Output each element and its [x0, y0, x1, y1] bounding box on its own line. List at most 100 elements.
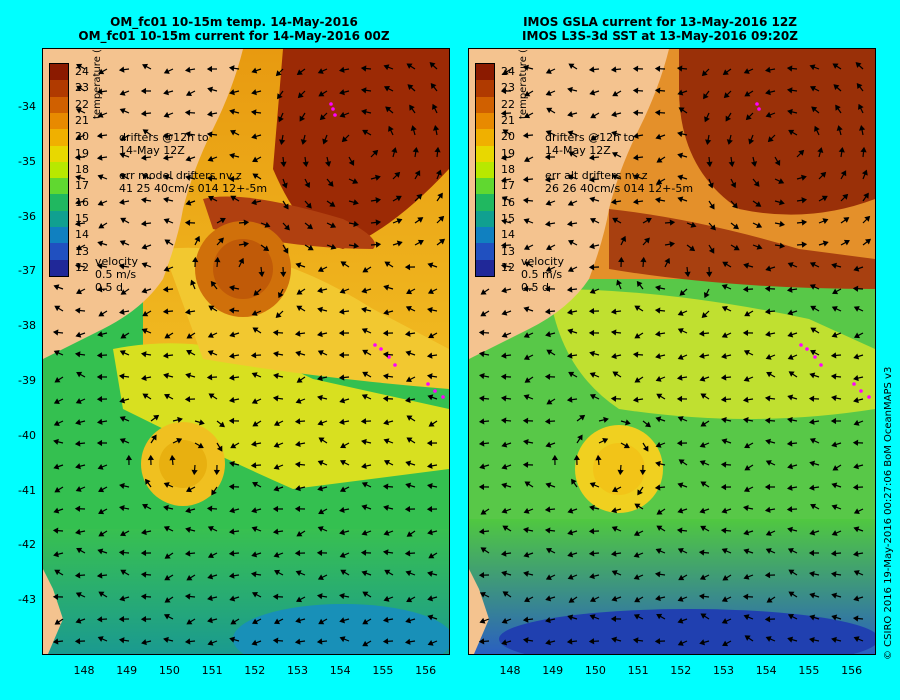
- velocity-arrow-head: [853, 397, 859, 404]
- velocity-arrow-head: [743, 529, 750, 536]
- velocity-arrow-head: [765, 354, 772, 360]
- velocity-arrow-head: [544, 373, 551, 380]
- colorbar-segment: [50, 210, 68, 228]
- latitude-tick-label: -43: [18, 593, 36, 607]
- velocity-arrow-head: [119, 504, 125, 512]
- velocity-arrow-head: [722, 640, 729, 647]
- velocity-arrow-head: [119, 240, 126, 246]
- velocity-arrow-head: [75, 174, 81, 181]
- velocity-arrow-head: [801, 241, 808, 248]
- velocity-arrow-head: [307, 244, 314, 251]
- velocity-arrow-head: [96, 439, 103, 447]
- velocity-arrow-head: [644, 421, 651, 428]
- velocity-arrow-head: [339, 592, 345, 600]
- velocity-arrow-head: [230, 442, 237, 449]
- velocity-arrow-head: [120, 289, 127, 295]
- velocity-arrow-head: [119, 89, 126, 96]
- velocity-arrow-head: [765, 330, 771, 338]
- velocity-arrow-head: [330, 222, 337, 228]
- velocity-arrow-head: [317, 485, 324, 492]
- velocity-arrow-head: [479, 463, 486, 470]
- velocity-arrow-head: [438, 215, 445, 222]
- velocity-arrow-head: [809, 614, 816, 621]
- velocity-arrow-head: [207, 350, 214, 356]
- velocity-arrow-head: [787, 262, 794, 268]
- velocity-arrow-head: [567, 266, 574, 273]
- velocity-arrow-head: [251, 507, 257, 514]
- velocity-arrow-head: [340, 569, 347, 576]
- velocity-arrow-head: [432, 103, 438, 110]
- velocity-arrow-head: [742, 286, 749, 293]
- velocity-arrow-head: [153, 414, 160, 421]
- velocity-arrow-head: [721, 332, 728, 338]
- velocity-arrow-head: [810, 327, 817, 333]
- velocity-arrow-head: [360, 549, 367, 556]
- velocity-arrow-head: [414, 170, 421, 177]
- velocity-arrow-head: [317, 287, 323, 294]
- velocity-arrow-head: [218, 237, 224, 244]
- velocity-arrow-head: [74, 220, 81, 227]
- colorbar-tick-label: 14: [75, 228, 89, 242]
- velocity-arrow-head: [551, 454, 559, 461]
- velocity-arrow-head: [698, 330, 705, 337]
- velocity-arrow-head: [97, 331, 103, 338]
- velocity-arrow-head: [623, 442, 630, 449]
- velocity-arrow-head: [502, 129, 509, 135]
- velocity-arrow-head: [853, 595, 860, 602]
- velocity-arrow-head: [162, 286, 169, 293]
- velocity-arrow-head: [164, 574, 171, 581]
- velocity-arrow-head: [361, 394, 368, 400]
- velocity-arrow-head: [229, 108, 235, 115]
- velocity-arrow-head: [118, 66, 125, 73]
- velocity-arrow-head: [611, 526, 618, 532]
- velocity-arrow-head: [264, 221, 271, 228]
- land-mass: [43, 49, 243, 359]
- velocity-arrow-head: [838, 146, 845, 153]
- velocity-arrow-head: [811, 106, 818, 113]
- velocity-arrow-head: [632, 351, 639, 358]
- velocity-arrow-head: [722, 261, 729, 268]
- velocity-arrow-head: [352, 199, 359, 206]
- velocity-arrow-head: [382, 373, 389, 380]
- yellow-patch: [549, 289, 875, 419]
- velocity-arrow-head: [339, 529, 345, 536]
- colorbar-tick-label: 17: [501, 179, 515, 193]
- velocity-arrow-head: [52, 527, 59, 534]
- velocity-arrow-head: [75, 398, 82, 404]
- velocity-arrow-head: [501, 482, 508, 489]
- velocity-arrow-head: [764, 572, 771, 579]
- velocity-arrow-head: [698, 549, 705, 556]
- velocity-arrow-head: [163, 68, 170, 74]
- velocity-arrow-head: [184, 131, 191, 138]
- velocity-arrow-head: [427, 640, 434, 646]
- velocity-arrow-head: [163, 218, 170, 225]
- velocity-arrow-head: [753, 180, 760, 187]
- velocity-arrow-head: [744, 635, 751, 641]
- velocity-arrow-head: [294, 418, 301, 425]
- velocity-arrow-head: [141, 528, 147, 536]
- velocity-arrow-head: [567, 574, 574, 580]
- longitude-tick-label: 155: [372, 664, 394, 677]
- right-title-line1: IMOS GSLA current for 13-May-2016 12Z: [523, 15, 797, 29]
- velocity-arrow-head: [786, 286, 793, 293]
- velocity-arrow-head: [361, 529, 368, 536]
- velocity-arrow-head: [207, 573, 214, 580]
- velocity-arrow-head: [545, 441, 552, 448]
- velocity-arrow-head: [743, 573, 750, 580]
- velocity-arrow-head: [185, 526, 191, 533]
- velocity-arrow-head: [229, 284, 235, 292]
- velocity-arrow-head: [140, 87, 147, 95]
- velocity-arrow-head: [840, 170, 847, 177]
- velocity-arrow-head: [677, 617, 684, 624]
- velocity-arrow-head: [479, 617, 486, 624]
- velocity-arrow-head: [808, 418, 815, 425]
- velocity-arrow-head: [141, 374, 147, 382]
- velocity-arrow-head: [632, 198, 639, 205]
- velocity-arrow-head: [427, 570, 433, 577]
- velocity-arrow-head: [273, 372, 279, 380]
- velocity-arrow-head: [75, 617, 82, 624]
- velocity-arrow-head: [141, 243, 148, 250]
- velocity-arrow-head: [250, 571, 257, 578]
- drifters-legend-line1: drifters @12h to: [545, 131, 635, 144]
- velocity-arrow-head: [501, 196, 508, 202]
